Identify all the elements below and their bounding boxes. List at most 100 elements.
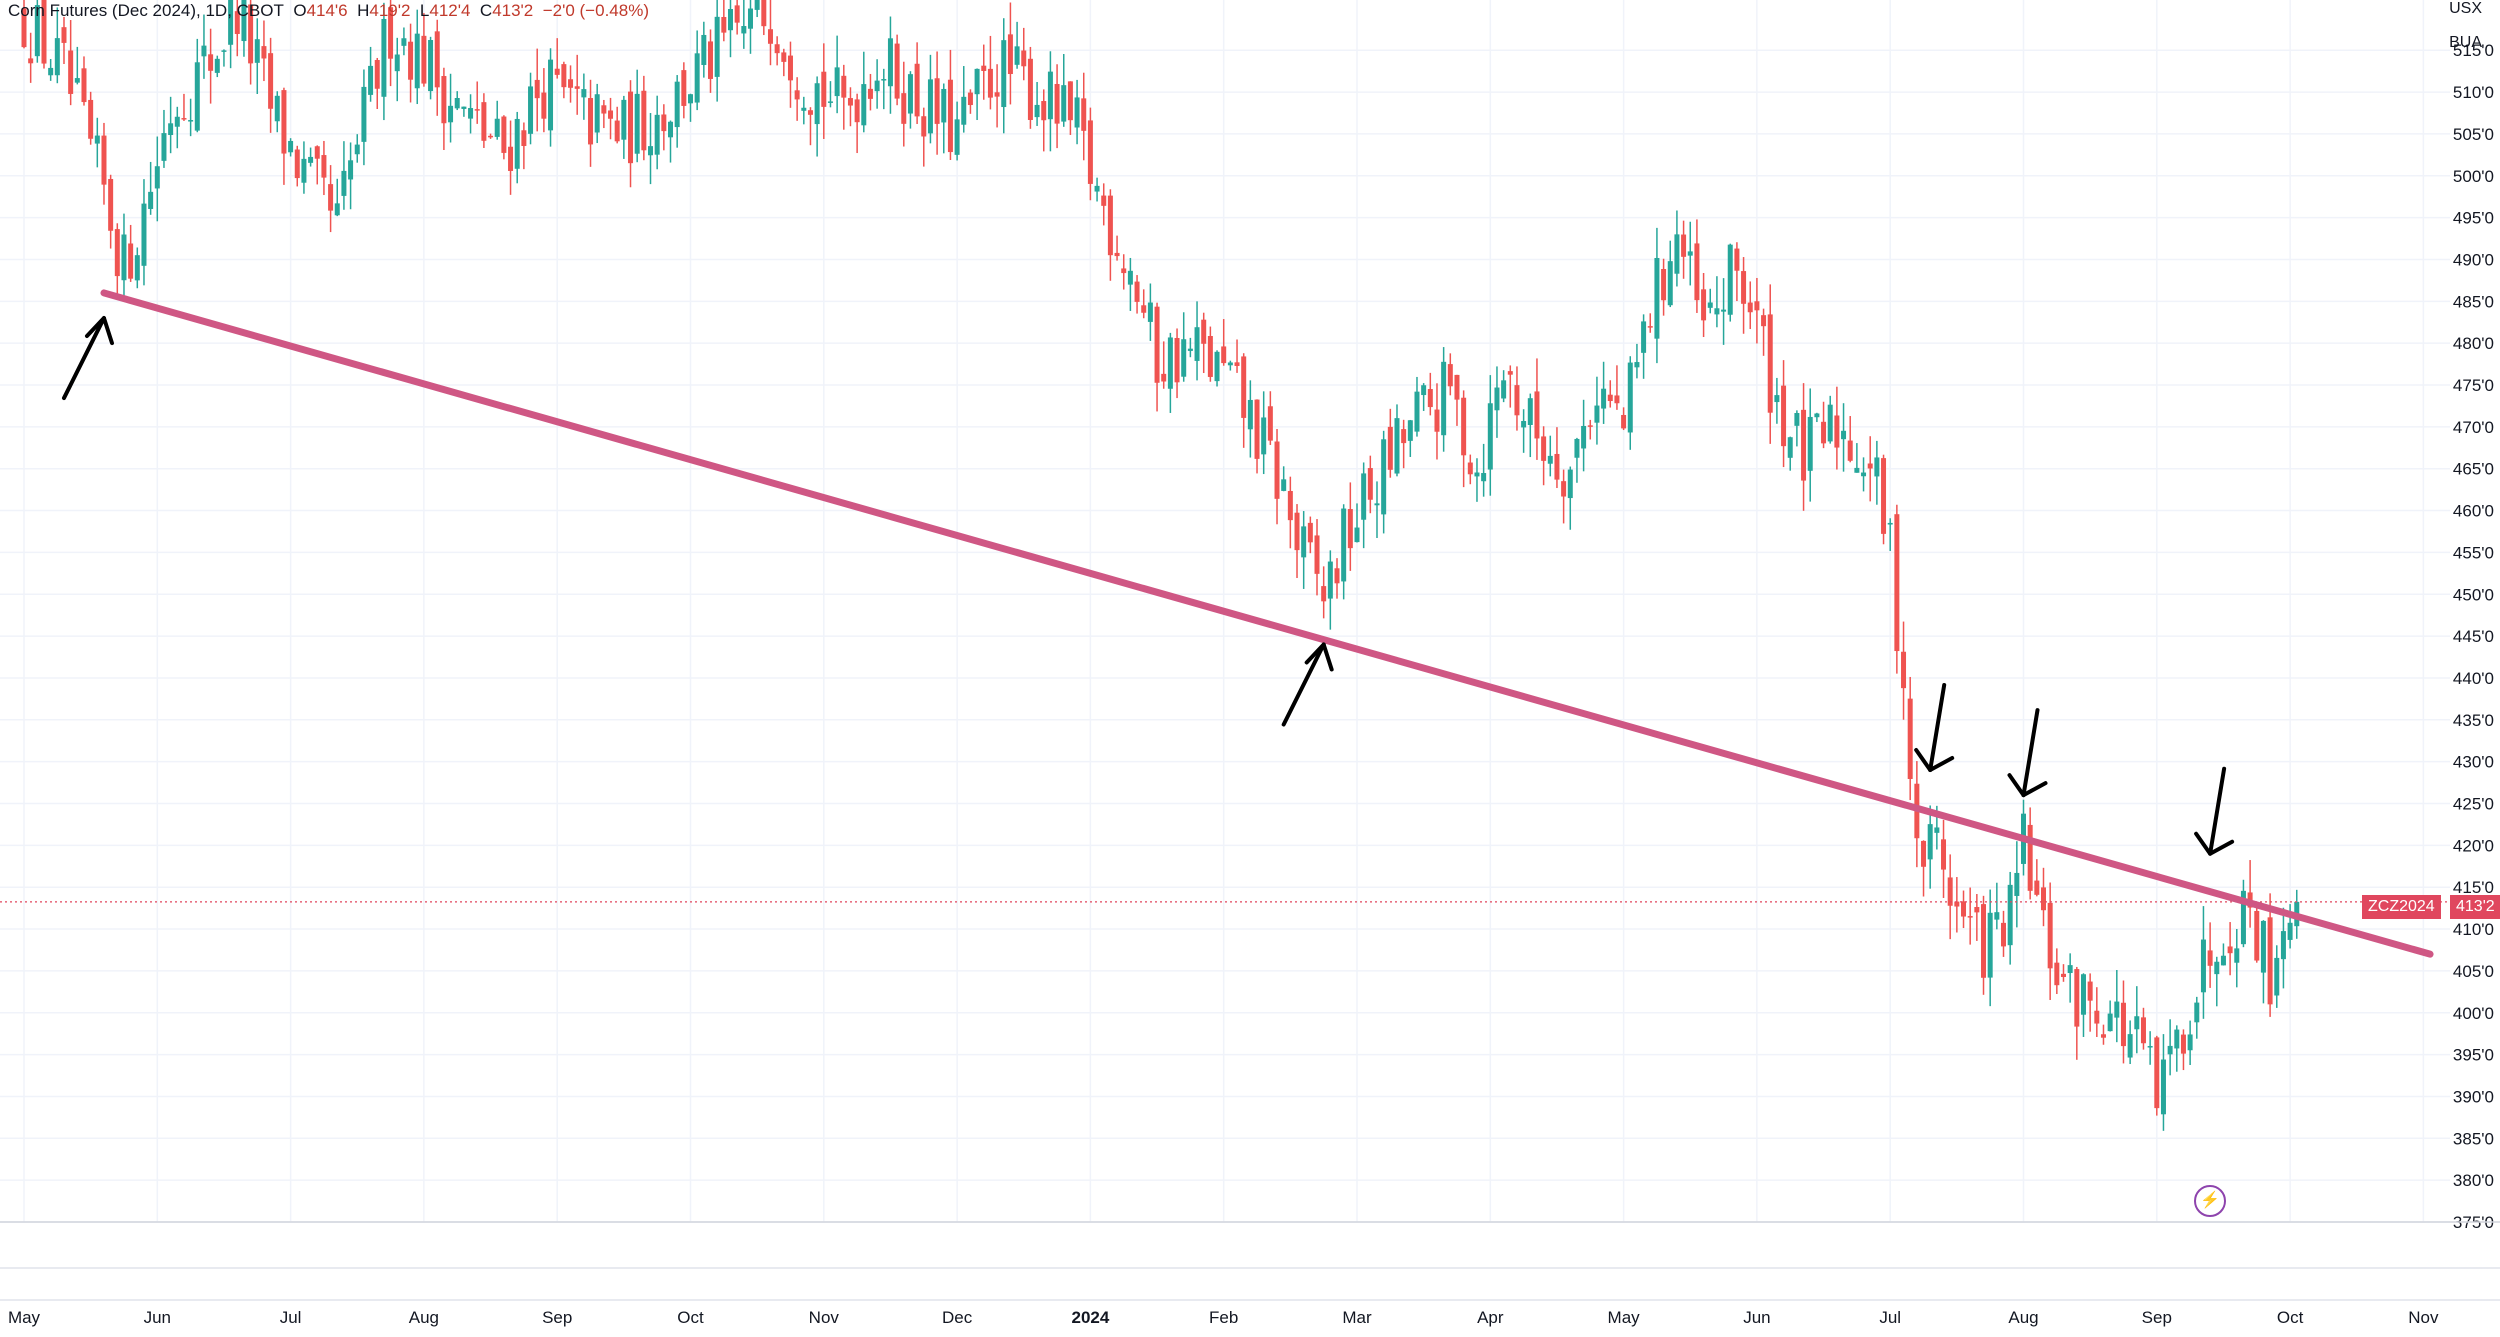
y-tick-label: 435'0 bbox=[2453, 711, 2494, 730]
candle-body bbox=[981, 65, 987, 71]
candle-body bbox=[614, 120, 620, 142]
low-label: L bbox=[419, 1, 430, 20]
candle-body bbox=[2120, 1002, 2126, 1047]
candle-body bbox=[1267, 406, 1273, 441]
candle-body bbox=[774, 44, 780, 54]
candle-body bbox=[967, 92, 973, 106]
candle-body bbox=[541, 92, 547, 119]
candle-body bbox=[2187, 1034, 2193, 1051]
candle-body bbox=[2254, 910, 2260, 961]
candle-body bbox=[2007, 884, 2013, 946]
candle-body bbox=[308, 156, 314, 163]
y-tick-label: 405'0 bbox=[2453, 962, 2494, 981]
candle-body bbox=[2267, 917, 2273, 1005]
candle-body bbox=[1121, 268, 1127, 274]
candle-body bbox=[1747, 302, 1753, 313]
candle-body bbox=[1547, 455, 1553, 464]
y-tick-label: 480'0 bbox=[2453, 334, 2494, 353]
x-tick-label: Sep bbox=[542, 1308, 572, 1327]
candle-body bbox=[428, 40, 434, 92]
candle-body bbox=[414, 33, 420, 89]
candle-body bbox=[874, 80, 880, 92]
candle-body bbox=[1327, 561, 1333, 599]
candle-body bbox=[2060, 973, 2066, 977]
candle-body bbox=[668, 121, 674, 138]
candle-body bbox=[1887, 522, 1893, 525]
close-value: 413'2 bbox=[492, 1, 534, 20]
candle-body bbox=[408, 41, 414, 80]
candle-body bbox=[1894, 514, 1900, 652]
candle-body bbox=[2220, 955, 2226, 966]
candle-body bbox=[88, 99, 94, 139]
candle-body bbox=[887, 38, 893, 87]
candle-body bbox=[2074, 969, 2080, 1027]
candle-body bbox=[1834, 415, 1840, 448]
last-price-badge: 413'2 bbox=[2450, 895, 2500, 919]
candle-body bbox=[1254, 399, 1260, 459]
candle-body bbox=[1307, 522, 1313, 543]
x-tick-label: Sep bbox=[2142, 1308, 2172, 1327]
annotation-arrow bbox=[2194, 766, 2235, 856]
candle-body bbox=[1227, 362, 1233, 366]
candle-body bbox=[561, 64, 567, 88]
lightning-icon[interactable]: ⚡ bbox=[2194, 1185, 2226, 1217]
candle-body bbox=[234, 11, 240, 34]
candle-body bbox=[2154, 1037, 2160, 1109]
x-tick-label: Aug bbox=[2008, 1308, 2038, 1327]
y-tick-label: 515'0 bbox=[2453, 41, 2494, 60]
candle-body bbox=[621, 99, 627, 140]
candle-body bbox=[1881, 458, 1887, 534]
candle-body bbox=[2001, 922, 2007, 947]
candle-body bbox=[1841, 430, 1847, 440]
x-tick-label: Nov bbox=[809, 1308, 840, 1327]
candle-body bbox=[1761, 315, 1767, 327]
candle-body bbox=[814, 83, 820, 125]
candle-body bbox=[94, 135, 100, 144]
y-tick-label: 470'0 bbox=[2453, 418, 2494, 437]
candle-body bbox=[2207, 950, 2213, 966]
candle-body bbox=[288, 140, 294, 153]
candle-body bbox=[54, 38, 60, 76]
candle-body bbox=[254, 39, 260, 63]
candle-body bbox=[767, 29, 773, 44]
candle-body bbox=[1681, 234, 1687, 257]
candle-body bbox=[1041, 101, 1047, 121]
candle-body bbox=[1187, 348, 1193, 351]
candle-body bbox=[274, 95, 280, 122]
candle-body bbox=[2054, 962, 2060, 986]
candle-body bbox=[1467, 462, 1473, 475]
candle-body bbox=[841, 75, 847, 98]
arrow-head bbox=[2194, 831, 2235, 856]
candle-body bbox=[2240, 890, 2246, 945]
candle-body bbox=[1461, 397, 1467, 456]
quantity-unit[interactable]: BUA bbox=[2449, 34, 2482, 51]
y-tick-label: 430'0 bbox=[2453, 753, 2494, 772]
candle-body bbox=[154, 166, 160, 189]
currency-unit[interactable]: USX bbox=[2449, 0, 2482, 17]
candle-body bbox=[488, 135, 494, 138]
candle-body bbox=[401, 38, 407, 46]
drawing-layer bbox=[0, 289, 2450, 958]
candle-body bbox=[1767, 314, 1773, 413]
candle-body bbox=[754, 0, 760, 10]
candle-body bbox=[1481, 473, 1487, 482]
candle-body bbox=[194, 62, 200, 131]
candle-body bbox=[1574, 438, 1580, 458]
candle-body bbox=[994, 92, 1000, 97]
x-tick-label: Aug bbox=[409, 1308, 439, 1327]
candle-body bbox=[2140, 1017, 2146, 1044]
candle-body bbox=[1741, 271, 1747, 304]
candle-body bbox=[1861, 472, 1867, 477]
candle-body bbox=[1134, 281, 1140, 302]
candle-layer bbox=[21, 0, 2300, 1131]
y-tick-label: 410'0 bbox=[2453, 920, 2494, 939]
candle-body bbox=[734, 5, 740, 23]
candle-body bbox=[1007, 34, 1013, 75]
candle-body bbox=[201, 45, 207, 57]
candle-body bbox=[341, 170, 347, 196]
candle-body bbox=[1987, 912, 1993, 978]
candle-body bbox=[2227, 946, 2233, 954]
candle-body bbox=[114, 229, 120, 277]
